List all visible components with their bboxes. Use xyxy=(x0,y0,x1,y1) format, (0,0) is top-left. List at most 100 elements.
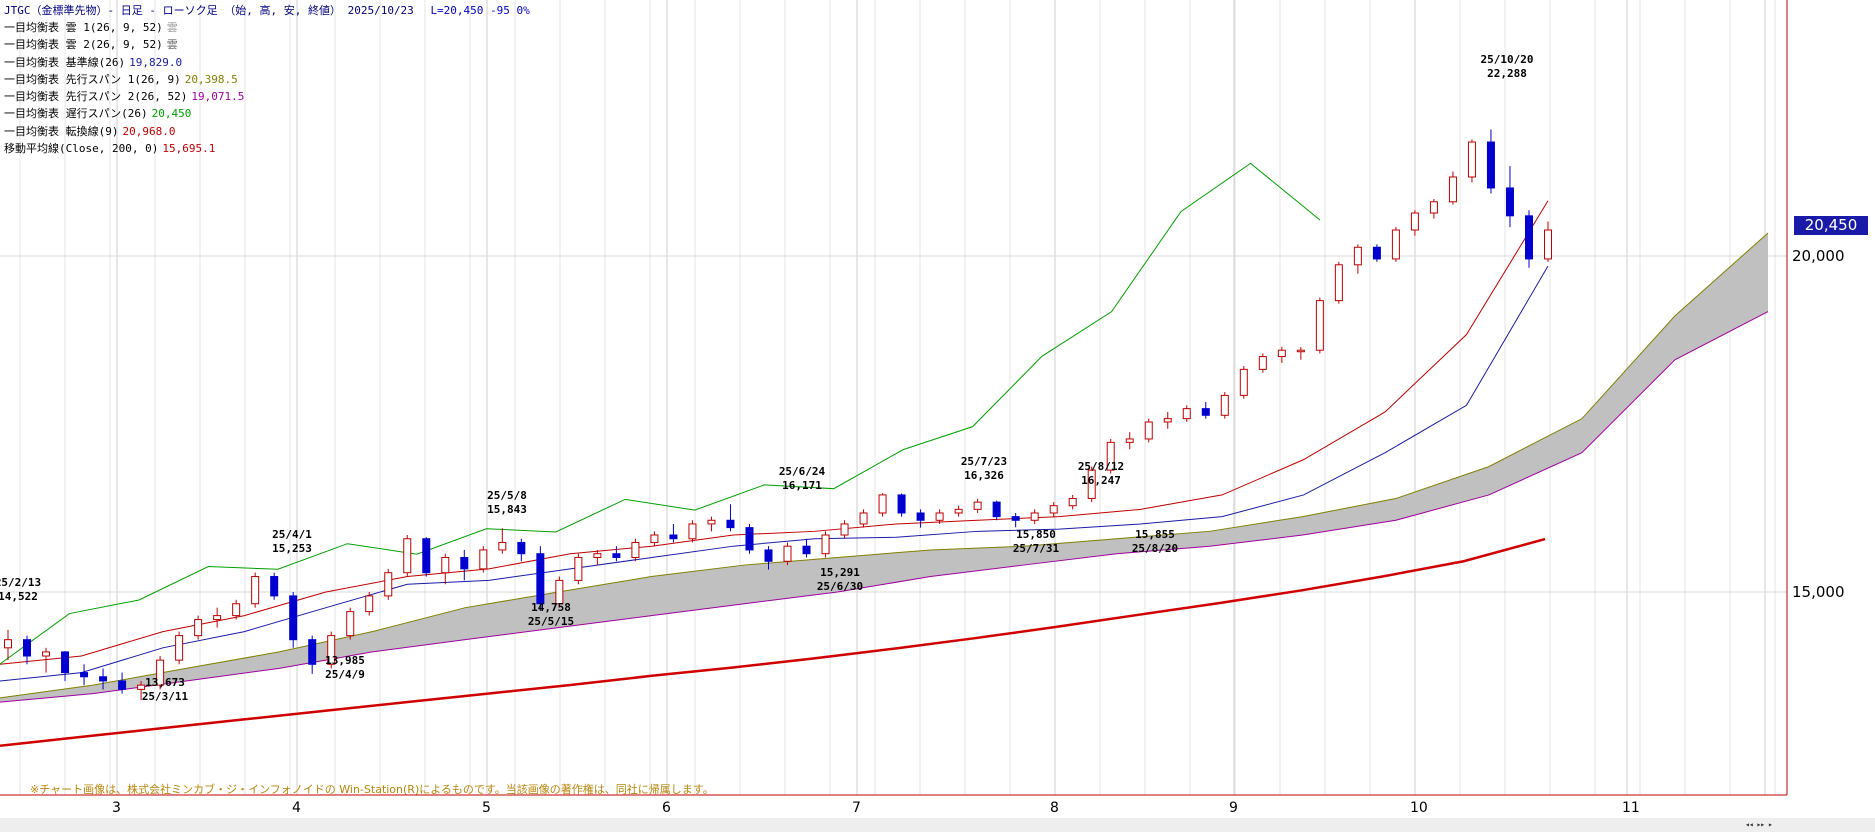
candle-body-down xyxy=(536,553,545,605)
annotation-line: 25/8/20 xyxy=(1131,542,1179,555)
candle-body-down xyxy=(897,494,906,514)
candle-body-up xyxy=(783,545,792,562)
candle-body-up xyxy=(1144,421,1153,440)
candles xyxy=(4,129,1552,701)
legend-label: 一目均衡表 雲 2(26, 9, 52) xyxy=(4,38,163,52)
legend-row: 移動平均線(Close, 200, 0) 15,695.1 xyxy=(4,140,244,157)
candle-body-up xyxy=(574,556,583,581)
candle-body-down xyxy=(270,576,279,597)
legend-label: 一目均衡表 先行スパン 1(26, 9) xyxy=(4,72,181,86)
last-price-box: 20,450 xyxy=(1794,216,1868,235)
legend-row: 一目均衡表 雲 1(26, 9, 52) 雲 xyxy=(4,19,244,36)
candle-body-up xyxy=(4,639,12,649)
candle-body-up xyxy=(213,615,222,621)
candle-body-up xyxy=(1315,300,1324,351)
candle-body-down xyxy=(460,556,469,570)
candle-body-up xyxy=(251,576,260,605)
legend-row: 一目均衡表 先行スパン 1(26, 9) 20,398.5 xyxy=(4,71,244,88)
price-annotation-high: 25/7/23 16,326 xyxy=(954,455,1014,483)
annotation-line: 16,326 xyxy=(964,469,1004,482)
annotation-line: 15,843 xyxy=(487,503,527,516)
candle-body-up xyxy=(954,508,963,514)
candle-body-down xyxy=(289,595,298,641)
zoom-controls[interactable]: ◂◂ ▸▸ ▸ xyxy=(1745,820,1869,830)
candle-body-up xyxy=(1391,229,1400,260)
price-annotation-low: 13,673 25/3/11 xyxy=(135,676,195,704)
candle-body-up xyxy=(1258,356,1267,370)
price-annotation-low: 15,855 25/8/20 xyxy=(1125,528,1185,556)
annotation-line: 25/3/11 xyxy=(141,690,189,703)
candle-body-up xyxy=(1068,498,1077,507)
y-tick-label: 15,000 xyxy=(1792,583,1845,601)
bottom-scrollbar[interactable] xyxy=(0,818,1875,832)
candle-body-up xyxy=(631,541,640,558)
candle-body-down xyxy=(118,680,127,690)
annotation-line: 16,171 xyxy=(782,479,822,492)
legend-label: 一目均衡表 雲 1(26, 9, 52) xyxy=(4,21,163,34)
x-tick-label: 6 xyxy=(662,800,671,816)
candle-body-down xyxy=(669,534,678,540)
last-price-text: L=20,450 -95 0% xyxy=(430,4,530,17)
price-annotation-low: 15,850 25/7/31 xyxy=(1006,528,1066,556)
candle-body-up xyxy=(156,659,165,686)
candle-body-up xyxy=(1163,418,1172,423)
legend-value: 15,695.1 xyxy=(162,142,216,156)
annotation-line: 14,758 xyxy=(531,601,571,614)
x-tick-label: 4 xyxy=(292,800,301,816)
price-annotation-low: 13,985 25/4/9 xyxy=(315,654,375,682)
candle-body-up xyxy=(1239,368,1248,396)
candle-body-up xyxy=(137,684,146,690)
candle-body-down xyxy=(422,538,431,574)
candle-body-down xyxy=(764,549,773,562)
candle-body-down xyxy=(992,501,1001,518)
copyright-notice: ※チャート画像は、株式会社ミンカブ・ジ・インフォノイドの Win-Station… xyxy=(30,783,714,796)
legend-label: 一目均衡表 基準線(26) xyxy=(4,55,126,69)
legend-value: 19,071.5 xyxy=(191,90,245,104)
candle-body-up xyxy=(42,651,51,657)
annotation-line: 25/2/13 xyxy=(0,576,42,589)
candle-body-down xyxy=(1486,141,1495,189)
candle-body-down xyxy=(612,553,621,558)
annotation-line: 22,288 xyxy=(1487,67,1527,80)
candle-body-up xyxy=(650,534,659,543)
candle-body-up xyxy=(878,494,887,514)
annotation-line: 25/4/9 xyxy=(325,668,365,681)
candle-body-up xyxy=(346,611,355,637)
scroll-right-icon[interactable]: ▸ xyxy=(1767,820,1773,829)
price-annotation-high: 25/6/24 16,171 xyxy=(772,465,832,493)
price-annotation-high: 25/10/20 22,288 xyxy=(1477,53,1537,81)
annotation-line: 15,291 xyxy=(820,566,860,579)
candle-body-down xyxy=(517,541,526,555)
legend-label: 移動平均線(Close, 200, 0) xyxy=(4,142,159,156)
candle-body-down xyxy=(1201,408,1210,416)
annotation-line: 25/8/12 xyxy=(1077,460,1125,473)
legend-value: 20,968.0 xyxy=(122,124,176,138)
candle-body-up xyxy=(1049,505,1058,514)
zoom-out-icon[interactable]: ▸▸ xyxy=(1756,820,1765,829)
candle-body-up xyxy=(973,501,982,510)
candle-body-down xyxy=(1524,215,1533,260)
annotation-line: 16,247 xyxy=(1081,474,1121,487)
candle-body-up xyxy=(821,534,830,555)
leading-span-1-line xyxy=(0,232,1769,699)
lagging-span-line xyxy=(0,162,1321,665)
candle-body-up xyxy=(1182,408,1191,420)
candle-body-down xyxy=(1011,516,1020,521)
annotation-line: 13,985 xyxy=(325,654,365,667)
candle-body-up xyxy=(441,556,450,574)
candle-body-up xyxy=(1125,438,1134,443)
candle-body-down xyxy=(745,527,754,551)
annotation-line: 25/7/23 xyxy=(960,455,1008,468)
candle-body-up xyxy=(1334,264,1343,302)
candle-body-down xyxy=(99,676,108,682)
x-tick-label: 10 xyxy=(1410,800,1428,816)
candle-body-up xyxy=(1087,469,1096,500)
x-tick-label: 5 xyxy=(482,800,491,816)
annotation-line: 15,850 xyxy=(1016,528,1056,541)
candle-body-up xyxy=(365,595,374,613)
title-text: JTGC（金標準先物）- 日足 - ローソク足 （始, 高, 安, 終値） 20… xyxy=(4,4,414,17)
zoom-in-icon[interactable]: ◂◂ xyxy=(1745,820,1754,829)
candle-body-down xyxy=(802,545,811,555)
